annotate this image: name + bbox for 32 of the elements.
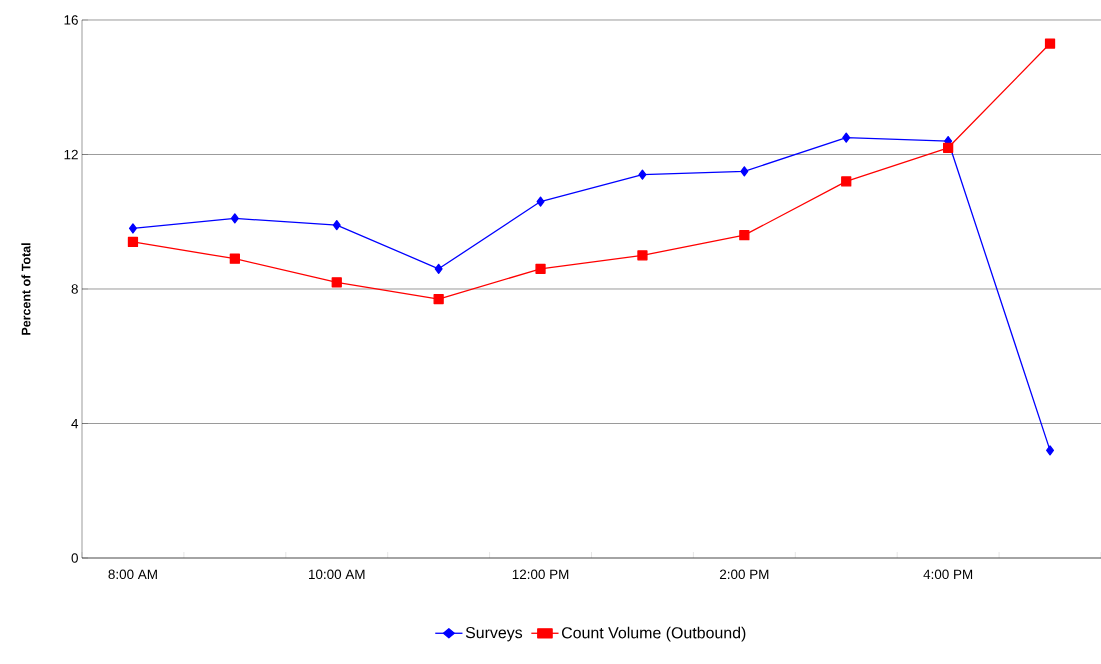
point [1044, 38, 1056, 49]
y-axis-title: Percent of Total [21, 243, 31, 335]
point [433, 293, 444, 305]
x-tick-label: 4:00 PM [923, 569, 973, 580]
point [638, 169, 647, 180]
point [943, 142, 954, 153]
point [331, 277, 342, 288]
point [434, 263, 443, 274]
y-tick-label: 16 [64, 15, 78, 25]
x-tick-label: 10:00 AM [309, 569, 365, 580]
point [332, 219, 341, 231]
point [536, 196, 545, 207]
x-tick-label: 2:00 PM [719, 569, 769, 580]
legend-label: Count Volume (Outbound) [562, 626, 746, 642]
point [128, 223, 137, 234]
y-tick-label: 12 [64, 149, 78, 160]
point [1046, 445, 1055, 456]
point [535, 263, 546, 274]
point [230, 213, 239, 224]
point [127, 236, 139, 248]
point [842, 132, 851, 143]
point [229, 253, 240, 264]
x-tick-label: 8:00 AM [108, 569, 157, 580]
legend-label: Surveys [465, 626, 523, 642]
point [739, 230, 750, 241]
point [841, 176, 852, 187]
point [740, 166, 749, 177]
x-tick-label: 12:00 PM [512, 569, 569, 580]
y-tick-label: 8 [71, 284, 78, 294]
y-tick-label: 4 [71, 418, 79, 429]
y-tick-label: 0 [71, 553, 78, 563]
point [637, 250, 648, 261]
